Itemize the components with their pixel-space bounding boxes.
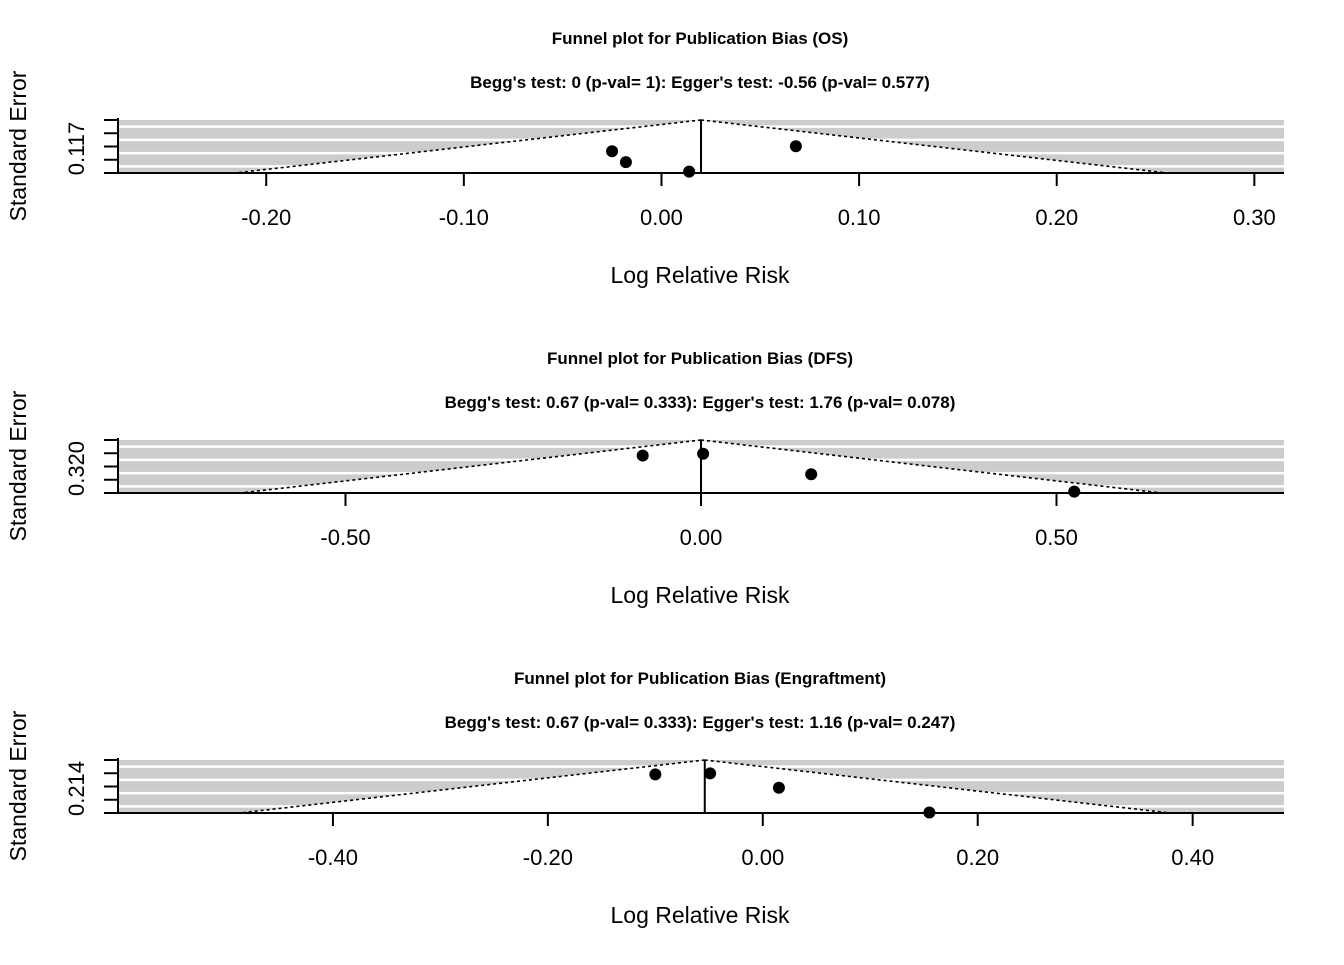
x-tick-label: -0.20 <box>523 845 573 870</box>
y-axis-title: Standard Error <box>5 710 31 861</box>
study-point <box>772 781 785 794</box>
x-tick-label: -0.50 <box>320 525 370 550</box>
study-point <box>649 768 662 781</box>
x-tick-label: 0.40 <box>1171 845 1214 870</box>
x-tick-label: 0.50 <box>1035 525 1078 550</box>
study-point <box>805 468 818 481</box>
x-tick-label: 0.00 <box>640 205 683 230</box>
funnel-right-boundary <box>700 119 1168 174</box>
x-axis-title: Log Relative Risk <box>611 582 790 608</box>
study-point <box>636 449 649 462</box>
x-tick-label: 0.20 <box>956 845 999 870</box>
funnel-panel: Funnel plot for Publication Bias (OS) Beg… <box>5 29 1284 288</box>
funnel-left-boundary <box>234 119 702 174</box>
funnel-panel: Funnel plot for Publication Bias (Engraf… <box>5 669 1284 928</box>
x-tick-label: 0.00 <box>741 845 784 870</box>
study-point <box>789 140 802 153</box>
study-point <box>619 156 632 169</box>
funnel-right-boundary <box>700 439 1162 494</box>
chart-subtitle: Begg's test: 0 (p-val= 1): Egger's test:… <box>470 73 930 92</box>
chart-title: Funnel plot for Publication Bias (Engraf… <box>514 669 886 688</box>
y-tick-label: 0.320 <box>64 441 89 496</box>
funnel-right-boundary <box>704 759 1171 814</box>
study-point <box>683 165 696 178</box>
study-point <box>1068 485 1081 498</box>
chart-subtitle: Begg's test: 0.67 (p-val= 0.333): Egger'… <box>445 393 956 412</box>
x-tick-label: 0.30 <box>1233 205 1276 230</box>
y-axis-title: Standard Error <box>5 390 31 541</box>
x-tick-label: -0.40 <box>308 845 358 870</box>
chart-title: Funnel plot for Publication Bias (OS) <box>552 29 849 48</box>
x-axis-title: Log Relative Risk <box>611 262 790 288</box>
study-point <box>697 447 710 460</box>
funnel-left-boundary <box>239 759 705 814</box>
x-tick-label: 0.20 <box>1035 205 1078 230</box>
y-tick-label: 0.117 <box>64 122 89 175</box>
x-axis-title: Log Relative Risk <box>611 902 790 928</box>
chart-subtitle: Begg's test: 0.67 (p-val= 0.333): Egger'… <box>445 713 956 732</box>
study-point <box>704 767 717 780</box>
y-tick-label: 0.214 <box>64 761 89 816</box>
funnel-left-boundary <box>240 439 702 494</box>
x-tick-label: -0.20 <box>241 205 291 230</box>
y-axis-title: Standard Error <box>5 70 31 221</box>
x-tick-label: 0.10 <box>838 205 881 230</box>
study-point <box>606 145 619 158</box>
study-point <box>923 806 936 819</box>
funnel-panel: Funnel plot for Publication Bias (DFS) Be… <box>5 349 1284 608</box>
x-tick-label: -0.10 <box>439 205 489 230</box>
x-tick-label: 0.00 <box>680 525 723 550</box>
chart-title: Funnel plot for Publication Bias (DFS) <box>547 349 853 368</box>
